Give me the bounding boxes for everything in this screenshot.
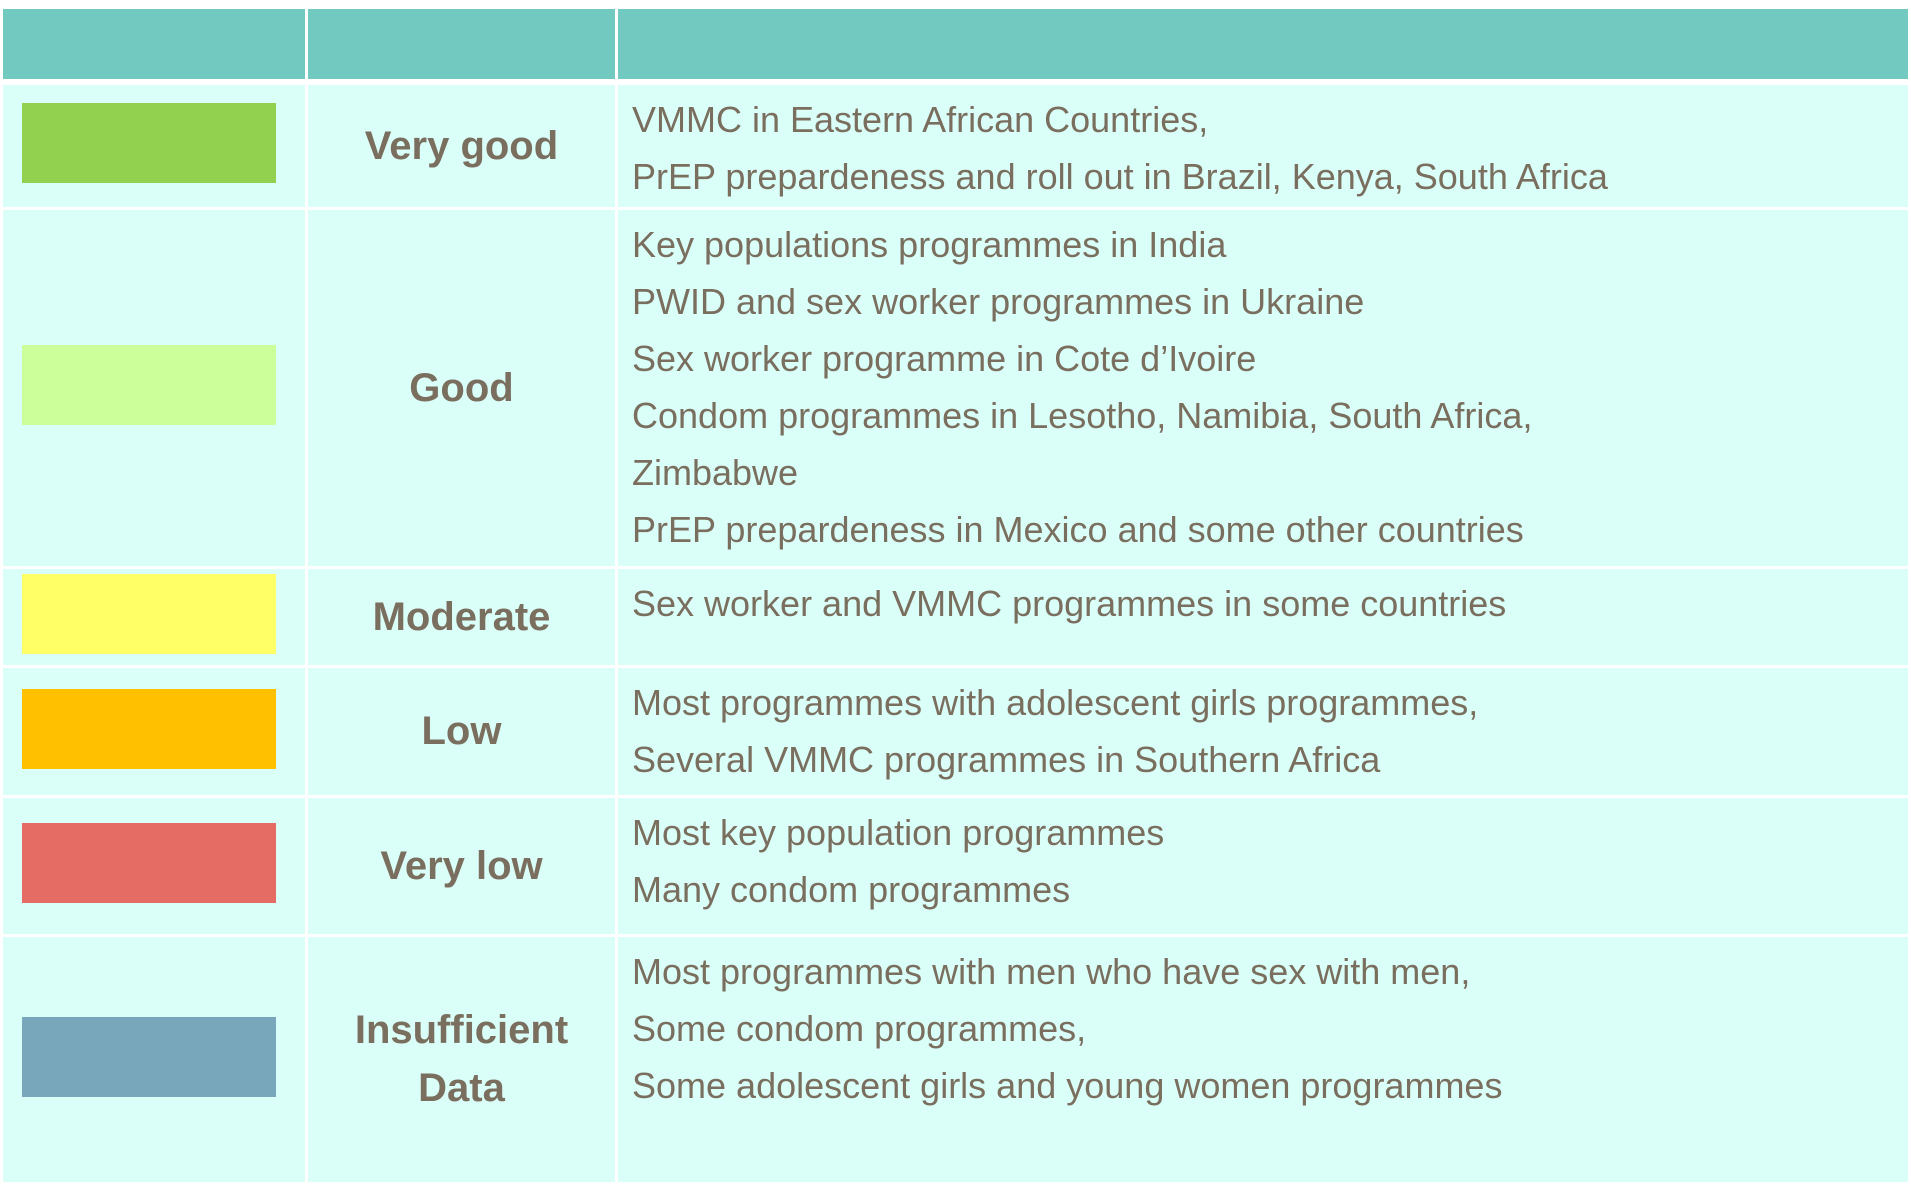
table-row: Very good VMMC in Eastern African Countri… (0, 80, 1911, 210)
description-line: Several VMMC programmes in Southern Afri… (632, 738, 1381, 780)
color-swatch (22, 103, 276, 184)
description-line: Sex worker programme in Cote d’Ivoire (632, 337, 1257, 379)
description-line: VMMC in Eastern African Countries, (632, 99, 1209, 140)
description-line: Most programmes with men who have sex wi… (632, 950, 1471, 992)
description-cell: Most programmes with men who have sex wi… (615, 933, 1911, 1185)
color-swatch (22, 345, 276, 425)
color-swatch (22, 574, 276, 654)
swatch-cell (0, 664, 308, 798)
rating-cell: Very low (305, 794, 618, 937)
description-line: Key populations programmes in India (632, 223, 1227, 265)
table-row: Very low Most key population programmes Ma… (0, 794, 1911, 937)
header-row (0, 6, 1911, 85)
description-line: PWID and sex worker programmes in Ukrain… (632, 280, 1365, 322)
table-row: Good Key populations programmes in India P… (0, 206, 1911, 569)
description-cell: Key populations programmes in India PWID … (615, 206, 1911, 569)
table-row: Insufficient Data Most programmes with me… (0, 933, 1911, 1185)
description-line: Condom programmes in Lesotho, Namibia, S… (632, 394, 1533, 436)
color-swatch (22, 688, 276, 769)
rating-cell: Insufficient Data (305, 933, 618, 1185)
description-cell: Most programmes with adolescent girls pr… (615, 664, 1911, 798)
description-cell: VMMC in Eastern African Countries, PrEP p… (615, 80, 1911, 210)
table-row: Moderate Sex worker and VMMC programmes i… (0, 565, 1911, 668)
description-line: Zimbabwe (632, 451, 799, 493)
swatch-cell (0, 80, 308, 210)
description-line: Most programmes with adolescent girls pr… (632, 681, 1479, 723)
swatch-cell (0, 206, 308, 569)
swatch-cell (0, 933, 308, 1185)
color-swatch (22, 823, 276, 903)
header-cell (305, 6, 618, 85)
description-line: Sex worker and VMMC programmes in some c… (632, 582, 1507, 624)
header-cell (0, 6, 308, 85)
rating-cell: Very good (305, 80, 618, 210)
rating-cell: Low (305, 664, 618, 798)
description-cell: Most key population programmes Many condo… (615, 794, 1911, 937)
header-cell (615, 6, 1911, 85)
rating-cell: Moderate (305, 565, 618, 668)
swatch-cell (0, 565, 308, 668)
table-row: Low Most programmes with adolescent girls… (0, 664, 1911, 798)
description-line: Some adolescent girls and young women pr… (632, 1064, 1503, 1106)
description-line: Some condom programmes, (632, 1007, 1087, 1049)
rating-table: Very good VMMC in Eastern African Countri… (0, 6, 1911, 1185)
swatch-cell (0, 794, 308, 937)
description-line: Most key population programmes (632, 811, 1165, 853)
description-line: PrEP prepardeness in Mexico and some oth… (632, 508, 1524, 550)
rating-cell: Good (305, 206, 618, 569)
description-cell: Sex worker and VMMC programmes in some c… (615, 565, 1911, 668)
description-line: Many condom programmes (632, 868, 1071, 910)
description-line: PrEP prepardeness and roll out in Brazil… (632, 156, 1608, 197)
color-swatch (22, 1016, 276, 1097)
